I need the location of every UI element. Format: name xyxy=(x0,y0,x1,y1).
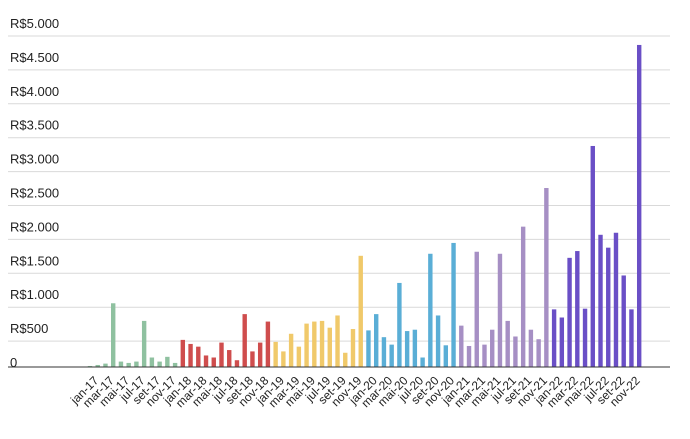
bar-2020-5 xyxy=(397,282,402,367)
bar-2018-12 xyxy=(265,321,271,367)
bar-2018-1 xyxy=(180,339,186,367)
bar-2018-2 xyxy=(188,343,193,367)
bar-2022-5 xyxy=(582,308,588,367)
bar-2017-3 xyxy=(103,363,108,367)
bar-2018-9 xyxy=(242,314,247,367)
bar-2019-3 xyxy=(288,333,294,367)
y-tick-label: R$5.000 xyxy=(10,16,59,31)
y-tick-label: R$2.000 xyxy=(10,219,59,234)
bar-2021-8 xyxy=(513,336,518,367)
bar-2018-8 xyxy=(234,360,240,367)
bar-2019-10 xyxy=(343,352,348,367)
bar-2022-1 xyxy=(551,309,557,367)
bar-2020-7 xyxy=(412,329,418,367)
bar-2020-12 xyxy=(451,242,456,367)
bar-2019-1 xyxy=(273,341,278,367)
bar-2020-11 xyxy=(443,345,449,367)
bar-2021-4 xyxy=(482,344,487,367)
bar-2020-6 xyxy=(404,331,410,367)
bar-2019-6 xyxy=(312,321,317,367)
y-tick-label: R$3.000 xyxy=(10,152,59,167)
bar-2021-1 xyxy=(459,325,464,367)
bar-2022-4 xyxy=(575,251,580,367)
bar-2017-2 xyxy=(95,364,100,367)
bar-2020-2 xyxy=(374,314,379,367)
bar-2017-4 xyxy=(111,303,116,367)
bar-2019-2 xyxy=(281,351,286,367)
y-tick-label: R$1.500 xyxy=(10,253,59,268)
bar-2022-3 xyxy=(567,257,572,367)
bar-2021-5 xyxy=(490,329,495,367)
bar-2017-1 xyxy=(87,365,93,367)
bar-2021-6 xyxy=(497,253,503,367)
bar-2017-5 xyxy=(118,361,124,367)
bar-2019-8 xyxy=(327,327,332,367)
bar-2021-7 xyxy=(505,320,510,367)
y-tick-label: R$4.500 xyxy=(10,50,59,65)
bar-2022-8 xyxy=(606,247,611,367)
bar-2019-5 xyxy=(304,323,309,367)
bar-2020-9 xyxy=(428,253,433,367)
bar-2019-11 xyxy=(350,329,356,367)
bar-2022-11 xyxy=(629,309,634,367)
bar-2021-3 xyxy=(474,251,479,367)
bar-2022-9 xyxy=(613,232,619,367)
bar-2018-11 xyxy=(257,342,263,367)
bar-2018-3 xyxy=(196,346,201,367)
bar-2017-7 xyxy=(134,361,139,367)
bar-2021-2 xyxy=(466,345,472,367)
bar-2021-9 xyxy=(520,226,526,367)
bar-2017-6 xyxy=(126,362,131,367)
bar-2019-9 xyxy=(335,315,340,367)
gridlines xyxy=(8,35,670,342)
bar-2019-7 xyxy=(319,320,325,367)
y-tick-label: R$4.000 xyxy=(10,84,59,99)
y-tick-label: 0 xyxy=(10,355,17,370)
bar-2022-10 xyxy=(621,275,626,367)
bars xyxy=(87,44,642,367)
bar-2018-6 xyxy=(219,342,224,367)
y-tick-label: R$3.500 xyxy=(10,118,59,133)
bar-2017-12 xyxy=(172,362,178,367)
bar-2019-12 xyxy=(358,255,363,367)
bar-2020-8 xyxy=(420,357,425,367)
y-tick-label: R$2.500 xyxy=(10,186,59,201)
bar-2022-2 xyxy=(559,317,565,367)
bar-2021-12 xyxy=(544,188,549,367)
x-axis-ticks: jan-17mar-17mai-17jul-17set-17nov-17jan-… xyxy=(67,373,643,410)
bar-2017-11 xyxy=(165,356,170,367)
y-tick-label: R$1.000 xyxy=(10,287,59,302)
bar-2017-10 xyxy=(157,361,162,367)
bar-2020-3 xyxy=(381,337,387,367)
bar-2020-1 xyxy=(366,330,371,367)
bar-2022-7 xyxy=(598,234,603,367)
bar-2021-11 xyxy=(536,339,541,367)
bar-2018-7 xyxy=(227,350,232,367)
bar-2019-4 xyxy=(296,346,302,367)
y-tick-label: R$500 xyxy=(10,321,48,336)
bar-2018-5 xyxy=(211,357,216,367)
bar-2022-6 xyxy=(590,145,595,367)
bar-2020-10 xyxy=(435,315,441,367)
bar-2018-4 xyxy=(203,355,209,367)
bar-2021-10 xyxy=(528,329,534,367)
y-axis-ticks: 0 R$500 R$1.000 R$1.500 R$2.000 R$2.500 R$3.00… xyxy=(10,16,59,370)
bar-2022-12 xyxy=(636,44,642,367)
bar-2017-8 xyxy=(141,320,147,367)
bar-2017-9 xyxy=(149,357,155,367)
bar-2020-4 xyxy=(389,344,394,367)
bar-2018-10 xyxy=(250,351,255,367)
